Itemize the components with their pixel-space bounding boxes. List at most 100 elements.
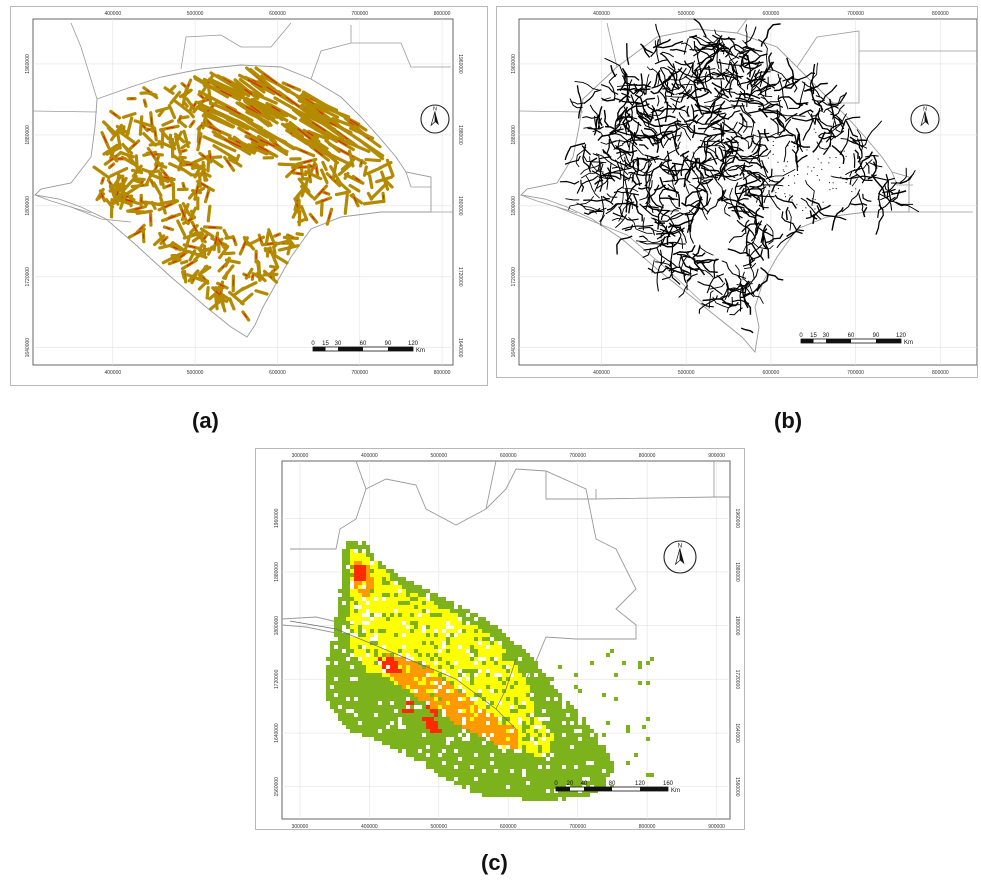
heat-cell xyxy=(402,741,406,745)
heat-cell xyxy=(366,705,370,709)
heat-cell xyxy=(378,561,382,565)
heat-cell xyxy=(374,569,378,573)
heat-cell xyxy=(490,641,494,645)
heat-cell xyxy=(326,693,330,697)
heat-cell xyxy=(502,765,506,769)
lineament-core xyxy=(303,160,312,164)
drainage-line xyxy=(858,156,866,184)
drainage-dot xyxy=(816,175,818,177)
heat-cell xyxy=(558,769,562,773)
heat-cell xyxy=(474,705,478,709)
heat-cell xyxy=(514,705,518,709)
heat-cell xyxy=(522,657,526,661)
heat-cell xyxy=(382,705,386,709)
heat-cell xyxy=(526,713,530,717)
heat-cell xyxy=(378,713,382,717)
heat-cell xyxy=(466,741,470,745)
heat-cell xyxy=(406,641,410,645)
heat-cell xyxy=(342,605,346,609)
heat-cell xyxy=(550,761,554,765)
heat-cell xyxy=(510,701,514,705)
heat-cell xyxy=(446,733,450,737)
drainage-line xyxy=(650,77,670,95)
drainage-line xyxy=(656,95,660,107)
heat-cell xyxy=(366,629,370,633)
drainage-line xyxy=(716,72,730,78)
heat-cell xyxy=(358,549,362,553)
drainage-dot xyxy=(821,141,823,143)
drainage-line xyxy=(663,147,680,161)
drainage-line xyxy=(574,80,600,91)
heat-cell xyxy=(446,745,450,749)
heat-cell xyxy=(458,713,462,717)
heat-cell xyxy=(454,701,458,705)
heat-cell xyxy=(330,649,334,653)
lineament xyxy=(277,244,300,252)
heat-cell xyxy=(426,661,430,665)
heat-cell xyxy=(574,733,578,737)
lineament-core xyxy=(200,95,204,99)
drainage-line xyxy=(774,194,797,209)
drainage-line xyxy=(742,259,756,267)
north-label: N xyxy=(678,542,682,549)
lineament-core xyxy=(193,225,197,232)
drainage-dot xyxy=(806,149,808,151)
heat-cell xyxy=(406,613,410,617)
heat-cell xyxy=(514,721,518,725)
heat-cell xyxy=(386,641,390,645)
heat-cell xyxy=(394,741,398,745)
heat-cell xyxy=(358,621,362,625)
heat-cell xyxy=(362,605,366,609)
heat-cell xyxy=(346,653,350,657)
lineament-core xyxy=(321,198,328,202)
heat-cell xyxy=(442,617,446,621)
drainage-line xyxy=(693,18,707,38)
lineament xyxy=(202,135,237,153)
heat-cell xyxy=(514,733,518,737)
heat-cell xyxy=(510,761,514,765)
heat-cell xyxy=(470,645,474,649)
heat-cell xyxy=(502,717,506,721)
heat-cell xyxy=(346,661,350,665)
heat-cell xyxy=(586,729,590,733)
drainage-dot xyxy=(815,131,817,133)
heat-cell xyxy=(486,665,490,669)
drainage-line xyxy=(877,196,896,218)
heat-cell xyxy=(570,741,574,745)
scale-bar-unit: Km xyxy=(904,340,913,346)
heat-cell xyxy=(506,709,510,713)
heat-cell xyxy=(542,749,546,753)
heat-cell xyxy=(438,717,442,721)
drainage-dot xyxy=(835,157,837,159)
heat-cell xyxy=(478,685,482,689)
lineament-core xyxy=(295,172,302,175)
heat-cell xyxy=(502,777,506,781)
heat-cell xyxy=(594,753,598,757)
drainage-dot xyxy=(855,188,857,190)
scale-bar-segment xyxy=(584,787,612,791)
heat-cell xyxy=(354,705,358,709)
heat-cell xyxy=(510,657,514,661)
drainage-line xyxy=(630,94,656,105)
heat-cell xyxy=(482,685,486,689)
neighbor-boundary xyxy=(736,18,748,34)
drainage-line xyxy=(652,212,685,222)
heat-cell xyxy=(462,741,466,745)
heat-cell xyxy=(462,669,466,673)
heat-cell xyxy=(390,665,394,669)
heat-cell xyxy=(542,789,546,793)
lineament xyxy=(169,90,182,105)
heat-cell xyxy=(458,745,462,749)
lineament-core xyxy=(166,126,175,130)
heat-cell xyxy=(410,581,414,585)
heat-cell xyxy=(450,645,454,649)
heat-cell xyxy=(362,557,366,561)
heat-cell xyxy=(478,785,482,789)
heat-cell xyxy=(550,717,554,721)
drainage-line xyxy=(701,178,712,184)
x-tick-top: 400000 xyxy=(593,11,610,17)
heat-cell xyxy=(510,721,514,725)
drainage-line xyxy=(677,194,680,207)
heat-cell xyxy=(534,765,538,769)
drainage-dot xyxy=(806,173,808,175)
